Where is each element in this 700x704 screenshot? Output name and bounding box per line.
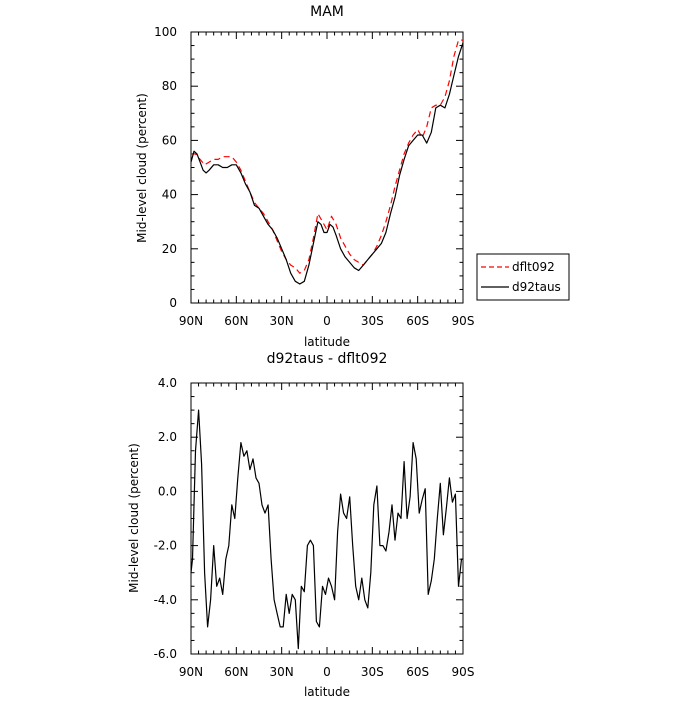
bottom-y-tick-label: 2.0 bbox=[158, 430, 177, 444]
legend-label-dflt092: dflt092 bbox=[512, 260, 555, 274]
bottom-y-tick-label: -6.0 bbox=[154, 647, 177, 661]
bottom-plot-area: 90N 60N 30N 0 30S 60S 90S -6.0 -4.0 -2.0 0.0 2.0 4.0 bbox=[154, 376, 475, 679]
top-x-tick-label: 0 bbox=[323, 314, 331, 328]
top-x-tick-label: 60N bbox=[224, 314, 248, 328]
top-x-tick-label: 90N bbox=[179, 314, 203, 328]
bottom-y-tick-label: 4.0 bbox=[158, 376, 177, 390]
top-series-line-dflt092 bbox=[191, 39, 463, 274]
bottom-x-tick-label: 90S bbox=[452, 665, 475, 679]
top-panel-y-label: Mid-level cloud (percent) bbox=[135, 93, 149, 243]
bottom-series-line-series-0 bbox=[190, 409, 463, 650]
top-panel-x-label: latitude bbox=[304, 335, 350, 349]
top-series-line-d92taus bbox=[190, 42, 464, 285]
bottom-panel-y-label: Mid-level cloud (percent) bbox=[127, 443, 141, 593]
bottom-x-tick-label: 30N bbox=[270, 665, 294, 679]
bottom-x-tick-label: 60S bbox=[406, 665, 429, 679]
top-y-tick-label: 40 bbox=[162, 188, 177, 202]
top-y-tick-label: 20 bbox=[162, 242, 177, 256]
top-x-tick-label: 90S bbox=[452, 314, 475, 328]
bottom-x-tick-label: 90N bbox=[179, 665, 203, 679]
bottom-panel-x-label: latitude bbox=[304, 685, 350, 699]
legend-label-d92taus: d92taus bbox=[512, 280, 561, 294]
bottom-panel-title: d92taus - dflt092 bbox=[267, 351, 388, 367]
legend: dflt092 d92taus bbox=[476, 253, 570, 301]
top-x-tick-label: 60S bbox=[406, 314, 429, 328]
top-y-tick-label: 60 bbox=[162, 133, 177, 147]
bottom-panel: d92taus - dflt092 90N 60N 30N 0 30S 60S 90S -6.… bbox=[127, 351, 474, 699]
bottom-plot-frame bbox=[190, 382, 464, 655]
bottom-y-tick-label: -4.0 bbox=[154, 593, 177, 607]
bottom-x-tick-label: 30S bbox=[361, 665, 384, 679]
top-y-tick-label: 0 bbox=[169, 296, 177, 310]
top-y-tick-label: 80 bbox=[162, 79, 177, 93]
top-panel: MAM 90N 60N 30N 0 30S 60S 90S 0 20 40 60 80 100 lati… bbox=[135, 4, 570, 349]
top-plot-frame bbox=[190, 31, 464, 304]
top-x-tick-label: 30S bbox=[361, 314, 384, 328]
bottom-y-tick-label: -2.0 bbox=[154, 539, 177, 553]
top-x-tick-label: 30N bbox=[270, 314, 294, 328]
top-y-tick-label: 100 bbox=[154, 25, 177, 39]
bottom-x-tick-label: 60N bbox=[224, 665, 248, 679]
legend-box bbox=[476, 253, 570, 301]
top-plot-area: 90N 60N 30N 0 30S 60S 90S 0 20 40 60 80 100 bbox=[154, 25, 474, 328]
bottom-y-tick-label: 0.0 bbox=[158, 484, 177, 498]
top-panel-title: MAM bbox=[310, 4, 344, 20]
bottom-x-tick-label: 0 bbox=[323, 665, 331, 679]
